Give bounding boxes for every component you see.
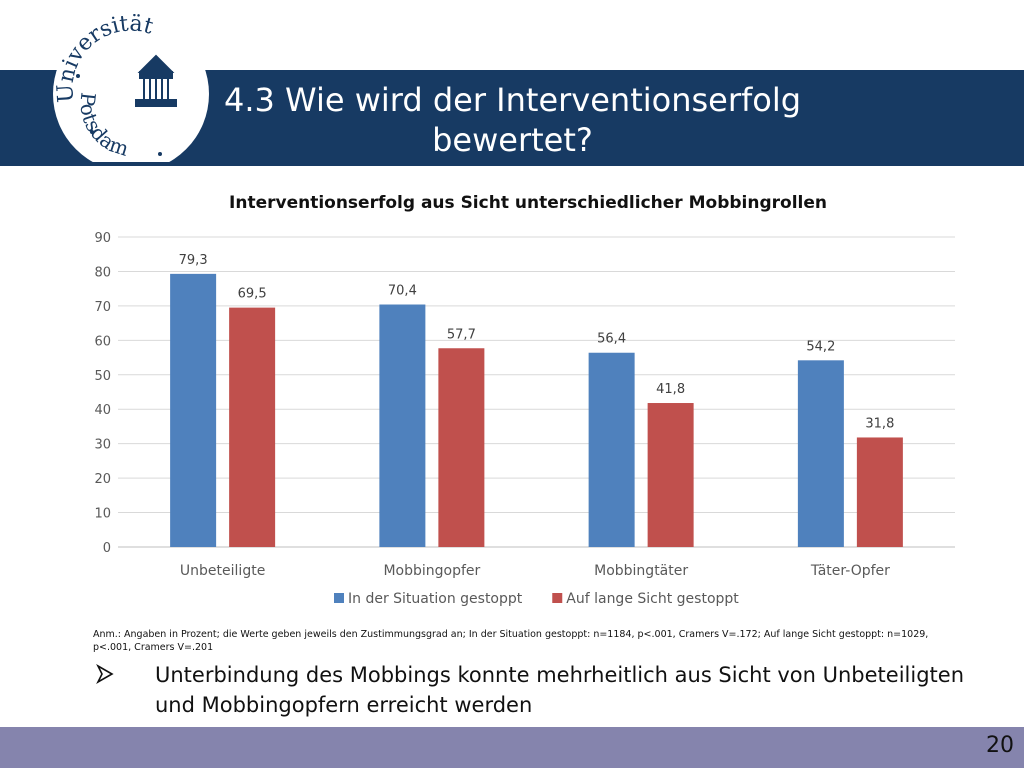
y-tick-label: 60 <box>94 334 111 349</box>
legend-label: In der Situation gestoppt <box>348 591 523 607</box>
x-tick-label: Unbeteiligte <box>180 563 265 579</box>
y-tick-label: 10 <box>94 507 111 522</box>
bar <box>856 437 903 547</box>
legend-swatch <box>334 593 344 603</box>
bar <box>438 348 485 547</box>
arrow-bullet-icon <box>96 664 114 684</box>
bar <box>647 403 694 547</box>
bullet-text: Unterbindung des Mobbings konnte mehrhei… <box>155 663 965 717</box>
data-label: 41,8 <box>656 382 685 397</box>
bar <box>379 304 426 547</box>
y-tick-label: 0 <box>103 541 111 556</box>
page-number: 20 <box>986 733 1014 758</box>
university-logo: Universität Potsdam <box>53 14 209 162</box>
data-label: 79,3 <box>179 253 208 268</box>
bar <box>797 360 844 547</box>
bar-chart: 0 10 20 30 40 50 60 70 80 90 79,3 69,5 Unbeteiligte 7… <box>94 231 955 607</box>
y-tick-label: 90 <box>94 231 111 246</box>
data-label: 56,4 <box>597 332 626 347</box>
data-label: 54,2 <box>806 339 835 354</box>
footer-band: 20 <box>0 727 1024 768</box>
chart-note: Anm.: Angaben in Prozent; die Werte gebe… <box>93 629 929 653</box>
legend-swatch <box>552 593 563 603</box>
bar <box>229 307 276 547</box>
data-label: 31,8 <box>865 416 894 431</box>
y-tick-label: 30 <box>94 438 111 453</box>
building-icon <box>135 54 177 107</box>
bar <box>588 352 635 547</box>
data-label: 70,4 <box>388 284 417 299</box>
x-tick-label: Mobbingopfer <box>383 563 480 579</box>
data-label: 69,5 <box>238 287 267 302</box>
bar <box>170 273 217 547</box>
y-tick-label: 20 <box>94 472 111 487</box>
y-tick-label: 50 <box>94 369 111 384</box>
slide-title: 4.3 Wie wird der Interventionserfolg bew… <box>223 81 802 159</box>
y-tick-label: 70 <box>94 300 111 315</box>
y-tick-label: 80 <box>94 265 111 280</box>
legend-label: Auf lange Sicht gestoppt <box>566 591 739 607</box>
chart-title: Interventionserfolg aus Sicht unterschie… <box>229 193 827 213</box>
x-tick-label: Mobbingtäter <box>594 563 688 579</box>
y-tick-label: 40 <box>94 403 111 418</box>
data-label: 57,7 <box>447 327 476 342</box>
x-tick-label: Täter-Opfer <box>810 563 890 579</box>
